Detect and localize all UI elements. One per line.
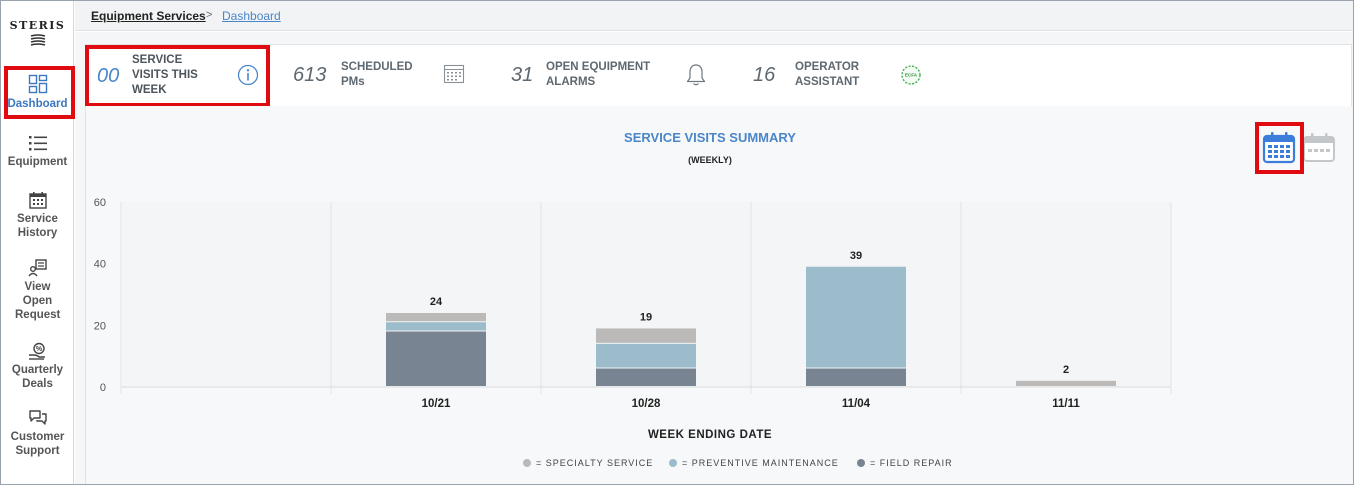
bar-total-label: 19 — [640, 311, 652, 323]
stat-label: OPERATOR ASSISTANT — [795, 61, 860, 88]
bar-total-label: 2 — [1063, 364, 1069, 376]
legend-item-preventive[interactable]: = PREVENTIVE MAINTENANCE — [669, 458, 839, 470]
chart-title: SERVICE VISITS SUMMARY — [624, 130, 796, 145]
bar-segment — [386, 322, 486, 331]
monthly-view-calendar-icon[interactable] — [1302, 130, 1338, 166]
sidebar-item-dashboard[interactable]: Dashboard — [1, 74, 74, 111]
chat-icon — [28, 410, 47, 425]
breadcrumb: Equipment Services > Dashboard — [75, 1, 1353, 31]
sidebar-item-label: Customer Support — [10, 431, 65, 457]
chart-subtitle: (WEEKLY) — [688, 155, 732, 165]
stat-open-alarms[interactable]: 31 OPEN EQUIPMENT ALARMS — [511, 45, 726, 107]
dashboard-icon — [28, 74, 47, 94]
bar-segment — [386, 331, 486, 386]
weekly-view-calendar-icon[interactable] — [1262, 130, 1298, 166]
sidebar-item-quarterly-deals[interactable]: % Quarterly Deals — [1, 342, 74, 391]
sidebar-item-label: Quarterly Deals — [11, 364, 64, 390]
bell-icon — [686, 64, 706, 86]
bar-segment — [806, 368, 906, 386]
bar-total-label: 24 — [430, 296, 443, 308]
legend-swatch — [669, 459, 677, 467]
ecfa-badge-icon: ECFA — [901, 65, 921, 85]
bar-segment — [806, 266, 906, 368]
stat-value: 00 — [97, 65, 120, 87]
legend-label: = PREVENTIVE MAINTENANCE — [682, 458, 839, 468]
sidebar-item-service-history[interactable]: Service History — [1, 191, 74, 240]
sidebar-item-label: Equipment — [7, 156, 68, 168]
breadcrumb-root-link[interactable]: Equipment Services — [91, 9, 206, 23]
legend-label: = SPECIALTY SERVICE — [536, 458, 654, 468]
breadcrumb-separator: > — [206, 9, 213, 21]
stat-scheduled-pms[interactable]: 613 SCHEDULED PMs — [293, 45, 478, 107]
y-tick-label: 0 — [100, 382, 106, 394]
bar-segment — [1016, 380, 1116, 386]
bar-segment — [596, 328, 696, 343]
deals-icon: % — [28, 342, 45, 360]
service-visits-chart: 0 20 40 60 24 10/21 19 10/28 39 11/04 2 11/11 — [94, 197, 1172, 410]
legend-label: = FIELD REPAIR — [870, 458, 953, 468]
x-tick-label: 11/04 — [842, 398, 871, 410]
legend-item-field-repair[interactable]: = FIELD REPAIR — [857, 458, 953, 470]
y-tick-label: 60 — [94, 197, 106, 209]
ecfa-badge-text: ECFA — [905, 73, 918, 78]
sidebar-item-equipment[interactable]: Equipment — [1, 134, 74, 169]
x-tick-label: 10/21 — [422, 398, 451, 410]
sidebar-item-view-open-request[interactable]: View Open Request — [1, 259, 74, 322]
sidebar-item-label: View Open Request — [15, 281, 61, 321]
y-tick-label: 40 — [94, 259, 106, 271]
stat-value: 613 — [293, 64, 327, 86]
x-tick-label: 11/11 — [1052, 398, 1080, 410]
request-icon — [27, 259, 47, 277]
sidebar-item-label: Dashboard — [7, 98, 68, 110]
y-tick-label: 20 — [94, 320, 106, 332]
chart-x-axis-label: WEEK ENDING DATE — [647, 429, 773, 441]
stat-service-visits[interactable]: 00 SERVICE VISITS THIS WEEK — [97, 45, 267, 107]
bar-segment — [386, 313, 486, 322]
info-icon[interactable] — [237, 64, 259, 86]
bar-total-label: 39 — [850, 250, 862, 262]
stat-operator-assistant[interactable]: 16 OPERATOR ASSISTANT ECFA — [753, 45, 953, 107]
stat-label: SCHEDULED PMs — [341, 61, 413, 88]
logo-text: STERIS — [9, 19, 66, 32]
bar-segment — [596, 343, 696, 368]
list-icon — [28, 136, 47, 151]
sidebar-item-customer-support[interactable]: Customer Support — [1, 409, 74, 458]
stats-row: 00 SERVICE VISITS THIS WEEK 613 SCHEDULE… — [85, 44, 1352, 106]
stat-label: OPEN EQUIPMENT ALARMS — [546, 61, 651, 88]
svg-text:%: % — [35, 346, 42, 353]
legend-swatch — [857, 459, 865, 467]
stat-value: 31 — [511, 64, 534, 86]
legend-swatch — [523, 459, 531, 467]
calendar-grid-icon — [443, 64, 465, 84]
breadcrumb-current-link[interactable]: Dashboard — [222, 9, 281, 23]
stat-value: 16 — [753, 64, 776, 86]
bar-segment — [596, 368, 696, 386]
sidebar: STERIS Dashboard Equipment — [1, 1, 74, 484]
sidebar-item-label: Service History — [17, 213, 58, 239]
legend-item-specialty[interactable]: = SPECIALTY SERVICE — [523, 458, 653, 470]
steris-logo[interactable]: STERIS — [1, 19, 74, 47]
x-tick-label: 10/28 — [632, 398, 661, 410]
steris-logo-mark-icon — [30, 34, 45, 46]
stat-label: SERVICE VISITS THIS WEEK — [132, 54, 198, 96]
calendar-icon — [28, 192, 47, 209]
